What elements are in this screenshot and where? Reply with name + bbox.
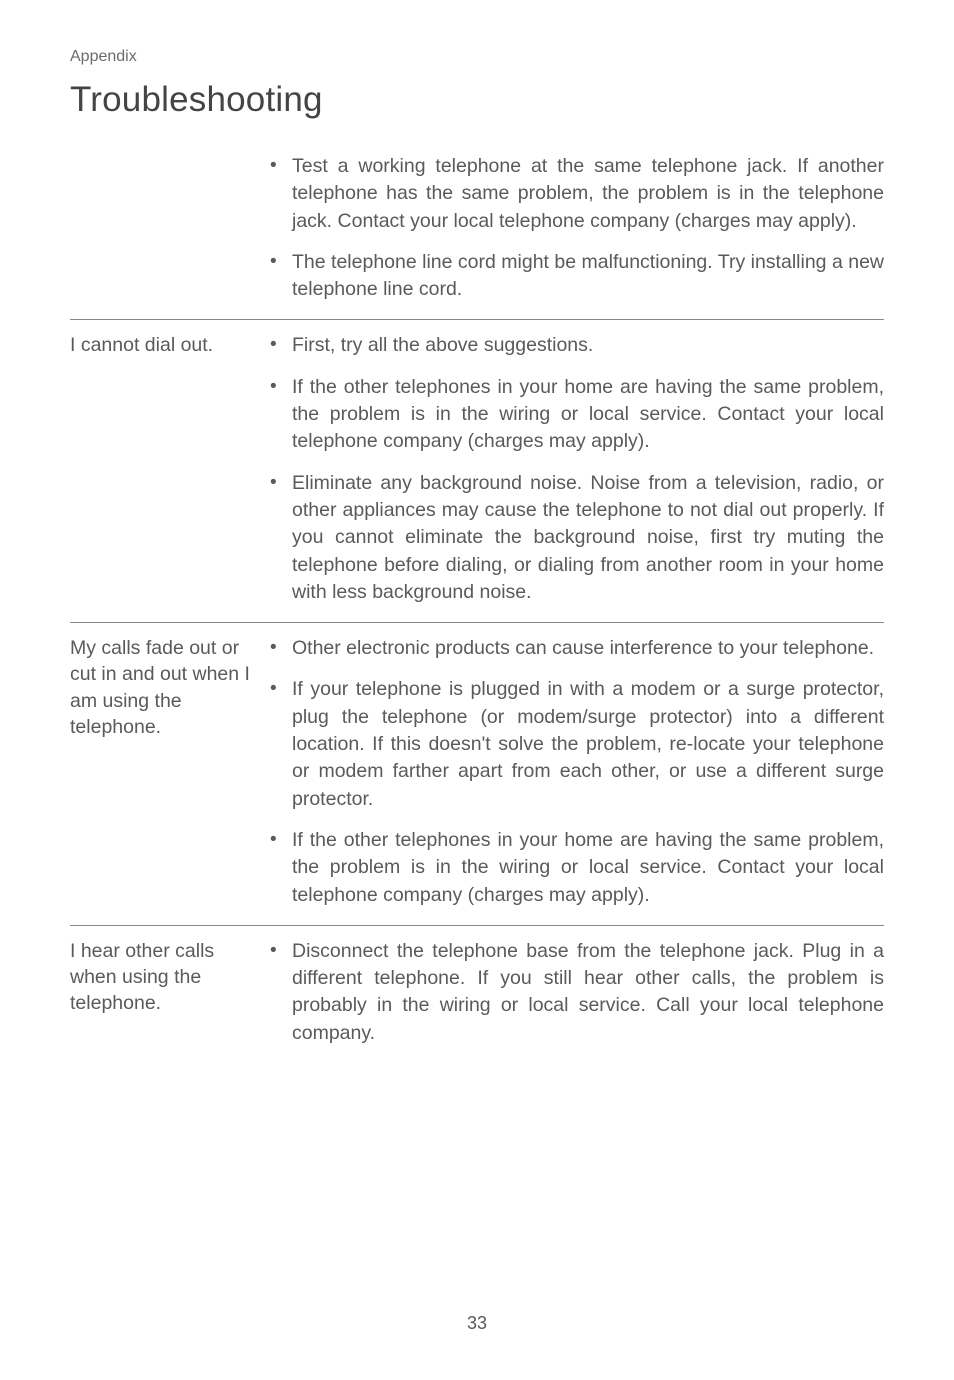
list-item-text: Eliminate any background noise. Noise fr… bbox=[292, 470, 884, 606]
page-number: 33 bbox=[0, 1313, 954, 1334]
solution-list: •Other electronic products can cause int… bbox=[270, 623, 884, 925]
list-item: •If the other telephones in your home ar… bbox=[270, 827, 884, 909]
bullet-icon: • bbox=[270, 374, 292, 401]
troubleshoot-section: •Test a working telephone at the same te… bbox=[70, 141, 884, 320]
list-item-text: If the other telephones in your home are… bbox=[292, 827, 884, 909]
problem-text bbox=[70, 141, 270, 153]
list-item: •The telephone line cord might be malfun… bbox=[270, 249, 884, 304]
bullet-icon: • bbox=[270, 635, 292, 662]
problem-text: I hear other calls when using the teleph… bbox=[70, 926, 270, 1017]
list-item-text: Other electronic products can cause inte… bbox=[292, 635, 884, 662]
header-label: Appendix bbox=[70, 48, 884, 66]
bullet-icon: • bbox=[270, 827, 292, 854]
solution-list: •Disconnect the telephone base from the … bbox=[270, 926, 884, 1063]
solution-list: •First, try all the above suggestions. •… bbox=[270, 320, 884, 622]
troubleshoot-section: I hear other calls when using the teleph… bbox=[70, 925, 884, 1063]
list-item-text: If your telephone is plugged in with a m… bbox=[292, 676, 884, 812]
bullet-icon: • bbox=[270, 676, 292, 703]
troubleshoot-section: I cannot dial out. •First, try all the a… bbox=[70, 319, 884, 623]
troubleshoot-section: My calls fade out or cut in and out when… bbox=[70, 622, 884, 926]
list-item-text: The telephone line cord might be malfunc… bbox=[292, 249, 884, 304]
bullet-icon: • bbox=[270, 938, 292, 965]
list-item: •If your telephone is plugged in with a … bbox=[270, 676, 884, 812]
bullet-icon: • bbox=[270, 332, 292, 359]
bullet-icon: • bbox=[270, 153, 292, 180]
list-item: •Eliminate any background noise. Noise f… bbox=[270, 470, 884, 606]
bullet-icon: • bbox=[270, 249, 292, 276]
solution-list: •Test a working telephone at the same te… bbox=[270, 141, 884, 319]
list-item-text: If the other telephones in your home are… bbox=[292, 374, 884, 456]
list-item-text: Disconnect the telephone base from the t… bbox=[292, 938, 884, 1047]
problem-text: I cannot dial out. bbox=[70, 320, 270, 358]
list-item: •Other electronic products can cause int… bbox=[270, 635, 884, 662]
list-item: •Disconnect the telephone base from the … bbox=[270, 938, 884, 1047]
list-item: •If the other telephones in your home ar… bbox=[270, 374, 884, 456]
page-title: Troubleshooting bbox=[70, 80, 884, 120]
list-item-text: Test a working telephone at the same tel… bbox=[292, 153, 884, 235]
list-item: •Test a working telephone at the same te… bbox=[270, 153, 884, 235]
bullet-icon: • bbox=[270, 470, 292, 497]
problem-text: My calls fade out or cut in and out when… bbox=[70, 623, 270, 740]
list-item-text: First, try all the above suggestions. bbox=[292, 332, 884, 359]
list-item: •First, try all the above suggestions. bbox=[270, 332, 884, 359]
